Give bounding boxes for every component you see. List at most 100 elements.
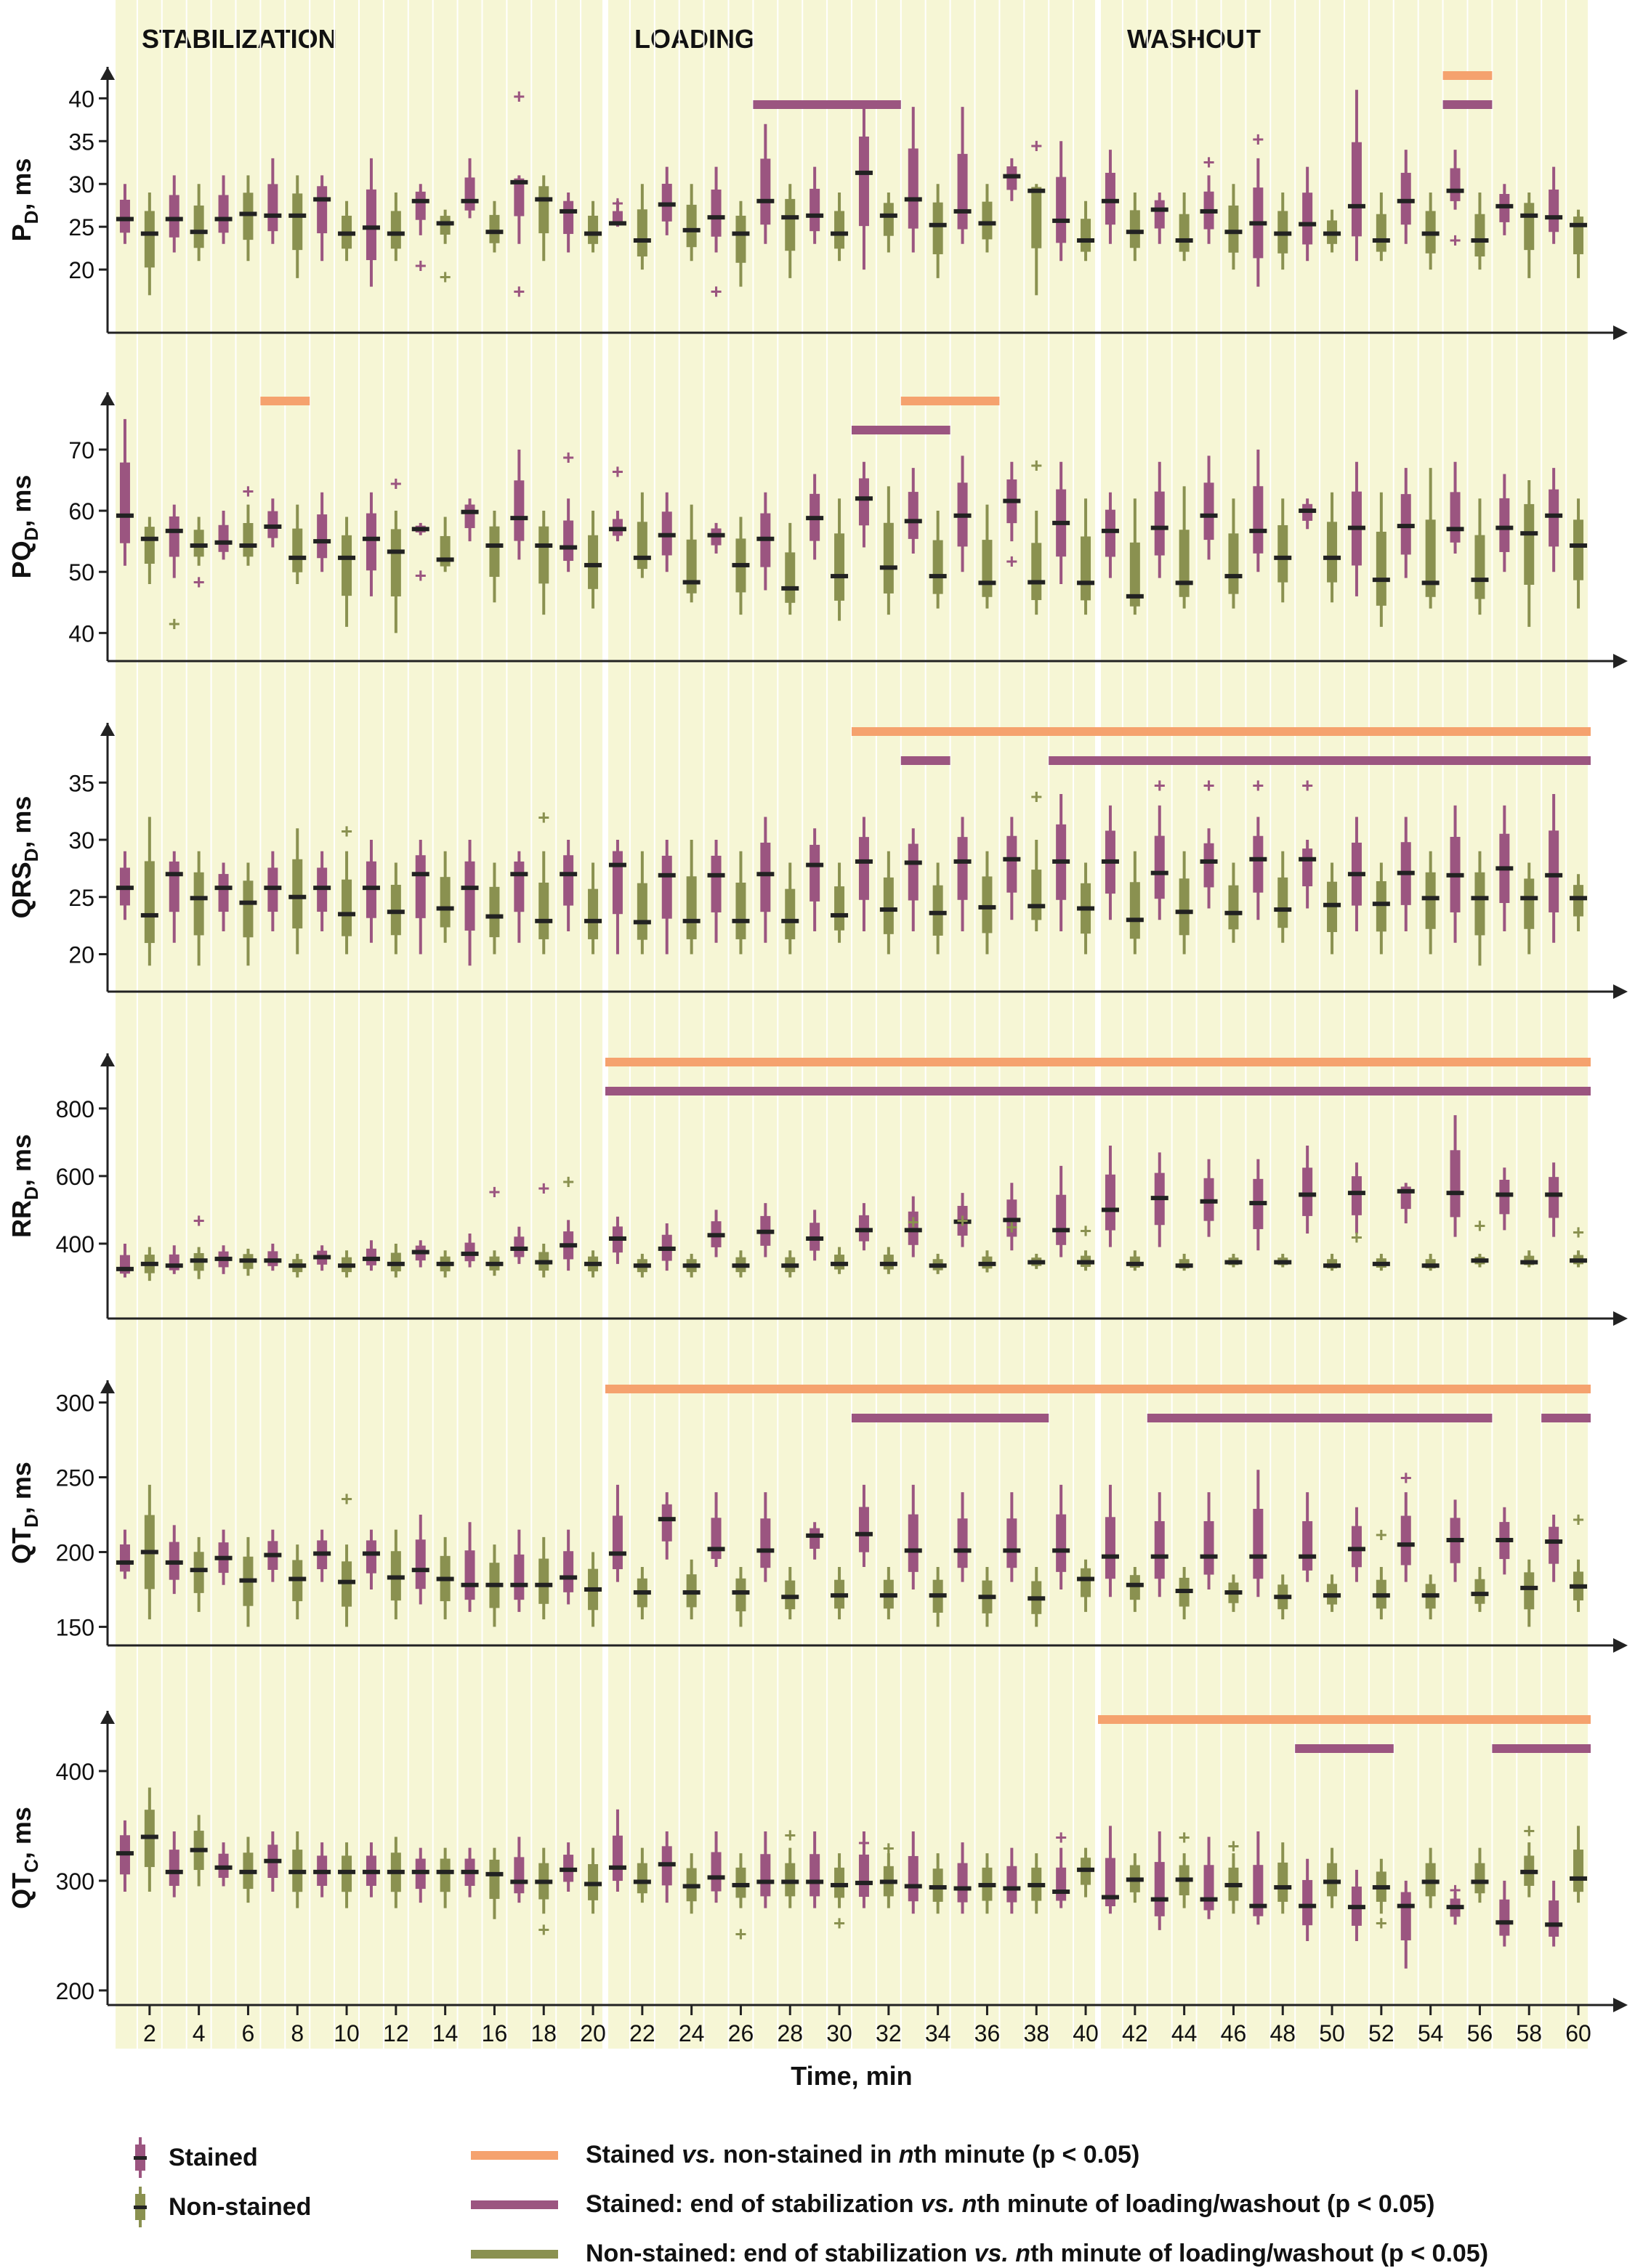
non-stained-box [633, 1567, 651, 1620]
stained-median [1495, 525, 1514, 530]
stained-box [264, 158, 282, 244]
non-stained-box [1323, 492, 1341, 603]
non-stained-box [1077, 498, 1095, 615]
non-stained-iqr [193, 1552, 204, 1593]
stained-box [1200, 828, 1218, 909]
stained-median [756, 198, 775, 203]
stained-box [806, 1522, 824, 1560]
non-stained-box [140, 517, 158, 585]
stained-iqr [1154, 1862, 1165, 1916]
non-stained-median [140, 536, 158, 541]
non-stained-box [140, 193, 158, 296]
non-stained-box [1570, 209, 1588, 278]
significance-bar [605, 1087, 1591, 1095]
non-stained-box [239, 1536, 257, 1627]
non-stained-median [879, 1261, 897, 1266]
stained-box [1101, 150, 1119, 244]
non-stained-box [1224, 1574, 1243, 1612]
non-stained-box [633, 851, 651, 955]
stained-iqr [1302, 849, 1313, 887]
stained-median [1299, 222, 1317, 227]
non-stained-box [485, 201, 504, 253]
stained-median [904, 1548, 922, 1553]
non-stained-iqr [292, 193, 303, 251]
non-stained-iqr [1474, 1579, 1485, 1604]
non-stained-iqr [932, 540, 943, 594]
x-tick-label: 32 [876, 2020, 902, 2046]
stained-iqr [1549, 830, 1559, 912]
stained-iqr [1105, 1858, 1115, 1907]
non-stained-median [1323, 1263, 1341, 1268]
stained-box [707, 1831, 725, 1903]
non-stained-median [190, 1258, 208, 1263]
stained-median [953, 513, 972, 518]
non-stained-box [879, 486, 897, 615]
non-stained-median [929, 1593, 947, 1598]
non-stained-box [288, 828, 307, 955]
stained-box [1347, 461, 1365, 596]
non-stained-box [1126, 193, 1144, 262]
stained-iqr [1499, 1899, 1510, 1936]
non-stained-iqr [735, 882, 746, 939]
stained-median [1052, 1228, 1070, 1233]
non-stained-iqr [538, 186, 549, 234]
stained-median [510, 1879, 528, 1884]
non-stained-iqr [1129, 542, 1140, 607]
non-stained-box [633, 1847, 651, 1903]
stained-iqr [908, 1514, 919, 1572]
stained-box [904, 1196, 922, 1257]
non-stained-iqr [390, 211, 401, 249]
non-stained-box [1570, 1826, 1588, 1903]
y-tick-label: 25 [68, 214, 94, 240]
stained-box [1052, 1484, 1070, 1589]
non-stained-iqr [1376, 531, 1386, 606]
stained-iqr [612, 1515, 623, 1570]
stained-box [510, 1529, 528, 1612]
non-stained-box [436, 517, 454, 572]
outlier-marker: + [1252, 774, 1264, 796]
stained-box [1495, 184, 1514, 235]
stained-box [855, 107, 873, 270]
stained-box [264, 1529, 282, 1582]
non-stained-median [1323, 231, 1341, 236]
stained-median [904, 860, 922, 865]
non-stained-iqr [637, 1863, 647, 1894]
non-stained-box [1570, 1250, 1588, 1268]
x-tick-label: 24 [679, 2020, 705, 2046]
x-tick-label: 2 [143, 2020, 156, 2046]
stained-iqr [563, 201, 574, 235]
y-tick-label: 800 [56, 1096, 94, 1122]
stained-box [1249, 1831, 1267, 1925]
non-stained-box [338, 1250, 356, 1278]
stained-box [411, 1847, 429, 1903]
non-stained-median [190, 1847, 208, 1852]
stained-iqr [169, 861, 179, 912]
non-stained-box [1471, 498, 1489, 615]
outlier-marker: + [908, 1211, 919, 1234]
stained-box [953, 1193, 972, 1247]
panel-2: 40 50 60 70 PQD, ms + + + + + + + + + [7, 392, 1628, 668]
non-stained-median [1570, 543, 1588, 548]
non-stained-median [288, 213, 307, 218]
stained-median [1347, 203, 1365, 208]
stained-iqr [415, 1539, 426, 1589]
stained-iqr [760, 1518, 771, 1568]
stained-iqr [1400, 1515, 1411, 1566]
non-stained-iqr [982, 201, 993, 240]
non-stained-box [682, 1559, 701, 1620]
stained-median [1101, 859, 1119, 864]
stained-box [1299, 840, 1317, 909]
non-stained-box [1421, 1574, 1440, 1620]
non-stained-median [633, 1590, 651, 1595]
stained-median [411, 872, 429, 877]
stained-median [658, 1517, 676, 1522]
stained-median [1200, 513, 1218, 518]
non-stained-iqr [1474, 535, 1485, 599]
stained-box [953, 1492, 972, 1582]
non-stained-box [1126, 1250, 1144, 1271]
y-tick-label: 40 [68, 86, 94, 112]
stained-box [904, 1484, 922, 1589]
non-stained-median [732, 562, 750, 567]
stained-median [855, 170, 873, 175]
